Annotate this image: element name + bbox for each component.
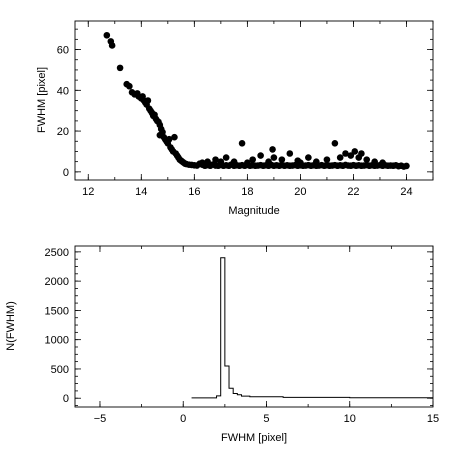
- scatter-point: [336, 154, 344, 161]
- histogram-x-tick-labels: −5 0 5 10 15: [94, 413, 439, 425]
- histogram-y-axis-label: N(FWHM): [5, 301, 17, 350]
- scatter-point: [403, 162, 410, 170]
- scatter-point: [165, 135, 173, 143]
- histogram-x-tick-label: −5: [94, 413, 107, 425]
- scatter-y-tick-label: 60: [57, 45, 69, 57]
- scatter-point: [222, 154, 230, 161]
- scatter-point: [358, 150, 365, 157]
- scatter-point: [323, 156, 331, 163]
- scatter-point: [270, 154, 278, 161]
- scatter-y-tick-label: 20: [57, 126, 69, 138]
- histogram-x-tick-label: 15: [427, 413, 439, 425]
- scatter-point: [230, 158, 238, 165]
- scatter-point: [313, 158, 320, 165]
- scatter-x-axis-label: Magnitude: [228, 205, 279, 217]
- histogram-x-axis-label: FWHM [pixel]: [221, 432, 287, 444]
- scatter-point: [144, 97, 152, 104]
- scatter-point: [297, 159, 304, 166]
- scatter-y-tick-labels: 0 20 40 60: [57, 45, 69, 179]
- scatter-point: [212, 156, 219, 163]
- scatter-x-tick-label: 16: [188, 186, 200, 198]
- scatter-plot-frame: [74, 20, 434, 181]
- scatter-tick-marks: [75, 21, 434, 180]
- scatter-y-axis-label: FWHM [pixel]: [36, 67, 48, 133]
- scatter-point: [244, 159, 251, 166]
- scatter-x-tick-label: 24: [400, 186, 412, 198]
- scatter-point: [217, 158, 225, 165]
- histogram-x-tick-label: 0: [180, 413, 186, 425]
- scatter-point: [265, 158, 272, 165]
- histogram-y-tick-label: 2000: [45, 276, 69, 288]
- scatter-point: [198, 159, 206, 166]
- histogram-y-tick-label: 2500: [45, 247, 69, 259]
- histogram-y-tick-label: 0: [63, 393, 69, 405]
- scatter-point: [103, 31, 111, 39]
- scatter-panel: 12 14 16 18 20 22 24 0 20 40 60 Magnitude FWHM [p…: [36, 20, 434, 217]
- scatter-point: [249, 156, 256, 163]
- scatter-x-tick-labels: 12 14 16 18 20 22 24: [82, 186, 412, 198]
- scatter-x-tick-label: 14: [135, 186, 147, 198]
- scatter-point: [269, 146, 276, 153]
- histogram-x-tick-label: 5: [263, 413, 269, 425]
- scatter-point: [347, 152, 355, 159]
- scatter-x-tick-label: 20: [294, 186, 306, 198]
- scatter-point: [257, 152, 264, 159]
- scatter-point: [286, 150, 294, 157]
- scatter-point: [363, 156, 371, 163]
- histogram-tick-marks: [75, 246, 434, 407]
- histogram-y-tick-label: 500: [51, 364, 69, 376]
- scatter-y-tick-label: 40: [57, 85, 69, 97]
- scatter-point: [351, 148, 359, 155]
- scatter-point: [116, 64, 124, 72]
- scatter-point: [278, 156, 286, 163]
- histogram-y-tick-labels: 0 500 1000 1500 2000 2500: [45, 247, 69, 405]
- scatter-point: [204, 158, 211, 165]
- scatter-point: [342, 150, 349, 157]
- scatter-point: [108, 42, 116, 49]
- histogram-y-tick-label: 1000: [45, 335, 69, 347]
- scatter-y-tick-label: 0: [63, 167, 69, 179]
- scatter-point: [371, 158, 378, 165]
- scatter-point: [331, 140, 339, 147]
- scatter-x-tick-label: 22: [347, 186, 359, 198]
- histogram-plot-frame: [74, 245, 434, 408]
- scatter-point: [171, 133, 178, 141]
- scatter-point: [305, 154, 312, 161]
- histogram-panel: −5 0 5 10 15 0 500 1000 1500 2000 2500 FWHM [pixe…: [5, 245, 439, 444]
- scatter-x-tick-label: 18: [241, 186, 253, 198]
- histogram-x-tick-label: 10: [344, 413, 356, 425]
- scatter-point: [159, 128, 166, 136]
- histogram-y-tick-label: 1500: [45, 305, 69, 317]
- scatter-point: [126, 82, 133, 90]
- scatter-x-tick-label: 12: [82, 186, 94, 198]
- histogram-step-line: [191, 257, 433, 399]
- scatter-point: [379, 159, 386, 166]
- scatter-point: [238, 140, 246, 147]
- scatter-points: [103, 31, 410, 170]
